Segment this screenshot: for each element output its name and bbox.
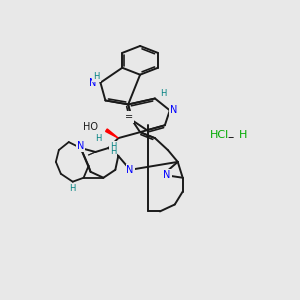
Text: H: H xyxy=(110,148,116,157)
Text: HCl: HCl xyxy=(209,130,229,140)
Text: –: – xyxy=(227,130,233,144)
Text: N: N xyxy=(163,170,170,180)
Text: H: H xyxy=(110,142,116,151)
Text: =: = xyxy=(125,112,133,122)
Text: H: H xyxy=(70,184,76,193)
Text: N: N xyxy=(89,78,96,88)
Text: N: N xyxy=(127,165,134,175)
Text: N: N xyxy=(77,141,84,151)
Text: H: H xyxy=(239,130,248,140)
Text: H: H xyxy=(93,72,100,81)
Text: H: H xyxy=(160,89,166,98)
Text: HO: HO xyxy=(83,122,98,132)
Text: H: H xyxy=(95,134,102,142)
Text: N: N xyxy=(170,105,178,116)
Polygon shape xyxy=(106,129,118,138)
